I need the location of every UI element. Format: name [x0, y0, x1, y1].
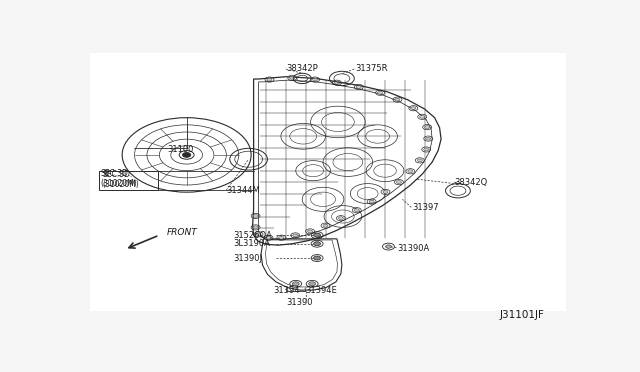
- Circle shape: [335, 81, 339, 84]
- Text: 31390: 31390: [286, 298, 312, 307]
- Text: (31020M): (31020M): [102, 180, 139, 189]
- Circle shape: [369, 200, 374, 203]
- Circle shape: [355, 209, 359, 212]
- Circle shape: [378, 92, 383, 94]
- Circle shape: [308, 282, 316, 286]
- Bar: [99, 171, 158, 190]
- Circle shape: [385, 245, 392, 248]
- Text: 38342P: 38342P: [286, 64, 317, 74]
- Text: 31394: 31394: [273, 286, 300, 295]
- Circle shape: [253, 215, 258, 217]
- Circle shape: [396, 181, 401, 183]
- Text: 31526QA: 31526QA: [234, 231, 273, 240]
- Circle shape: [411, 107, 416, 110]
- Text: 31100: 31100: [167, 145, 193, 154]
- Circle shape: [182, 153, 191, 157]
- Circle shape: [292, 234, 298, 237]
- Circle shape: [292, 282, 300, 286]
- Text: 31390J: 31390J: [234, 254, 263, 263]
- Text: J31101JF: J31101JF: [499, 310, 544, 320]
- Circle shape: [267, 78, 272, 81]
- Text: FRONT: FRONT: [167, 228, 198, 237]
- Circle shape: [314, 242, 321, 246]
- Circle shape: [290, 76, 295, 79]
- Circle shape: [356, 86, 361, 89]
- Circle shape: [395, 98, 400, 101]
- Circle shape: [383, 190, 388, 193]
- Circle shape: [314, 256, 321, 260]
- Circle shape: [253, 226, 258, 229]
- Circle shape: [417, 159, 422, 162]
- Circle shape: [256, 233, 261, 236]
- Circle shape: [424, 148, 429, 151]
- Text: 38342Q: 38342Q: [454, 178, 488, 187]
- Circle shape: [420, 115, 425, 118]
- Circle shape: [312, 78, 317, 81]
- Text: 31344M: 31344M: [227, 186, 260, 195]
- Circle shape: [408, 170, 413, 173]
- Circle shape: [308, 230, 312, 233]
- Circle shape: [279, 236, 284, 239]
- Circle shape: [314, 233, 321, 237]
- Text: (31020M): (31020M): [101, 179, 138, 188]
- Text: SEC.3D.: SEC.3D.: [102, 170, 132, 179]
- Text: 3L3190A: 3L3190A: [234, 239, 271, 248]
- Circle shape: [339, 217, 344, 219]
- Circle shape: [425, 126, 429, 129]
- Circle shape: [323, 224, 328, 227]
- Circle shape: [426, 137, 431, 140]
- Text: 31394E: 31394E: [306, 286, 337, 295]
- Circle shape: [266, 236, 271, 239]
- Text: 31375R: 31375R: [355, 64, 388, 74]
- Text: 31390A: 31390A: [397, 244, 429, 253]
- Text: SEC.3D.: SEC.3D.: [101, 169, 131, 178]
- Text: 31397: 31397: [412, 203, 439, 212]
